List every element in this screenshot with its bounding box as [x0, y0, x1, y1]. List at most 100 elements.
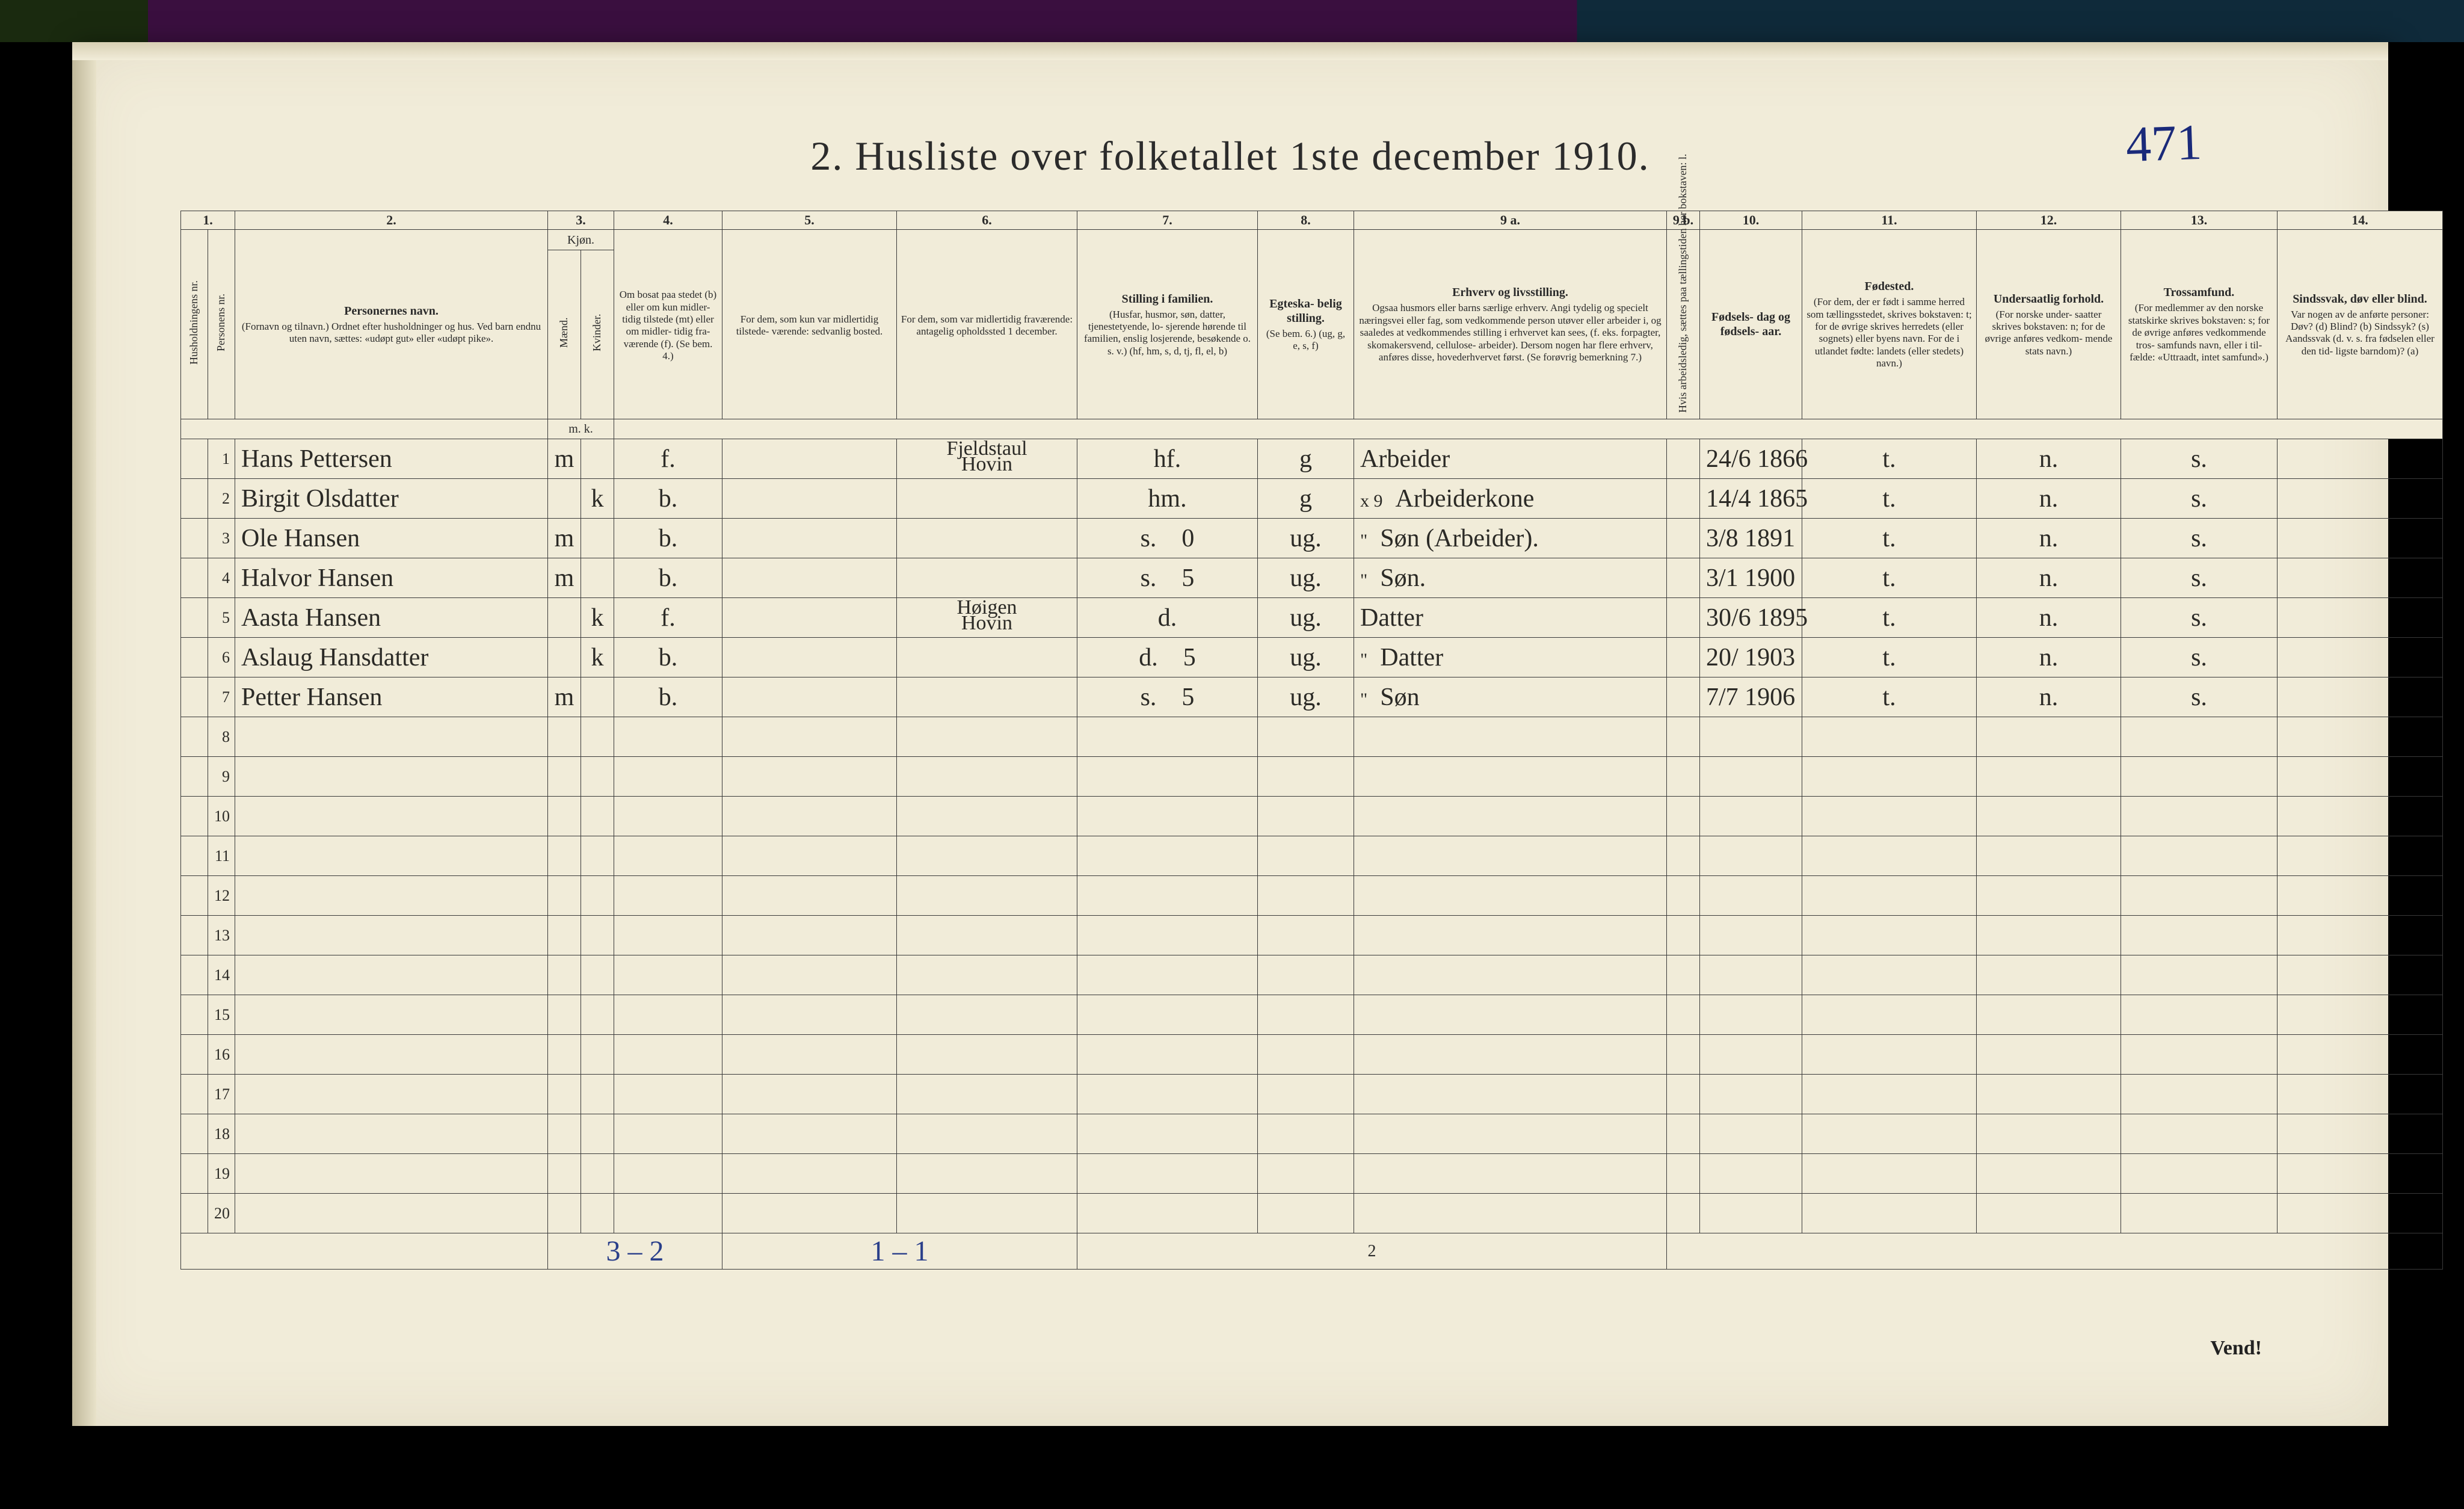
- cell-fodselsdato: 3/8 1891: [1700, 519, 1802, 558]
- page-left-shadow: [72, 42, 96, 1426]
- cell-fodested: t.: [1802, 638, 1977, 677]
- cell-empty: [1977, 717, 2121, 757]
- table-row: 9: [181, 757, 2443, 797]
- hdr-undersaatlig: Undersaatlig forhold. (For norske under-…: [1977, 230, 2121, 419]
- cell-mt-bosted: [722, 439, 897, 479]
- cell-person-nr: 3: [208, 519, 235, 558]
- cell-person-nr: 14: [208, 955, 235, 995]
- census-table: 1. 2. 3. 4. 5. 6. 7. 8. 9 a. 9 b. 10. 11…: [180, 211, 2443, 1270]
- cell-empty: [548, 1075, 581, 1114]
- cell-empty: [1077, 876, 1258, 916]
- col-num-1: 1.: [181, 211, 235, 230]
- cell-sex-m: m: [548, 677, 581, 717]
- cell-frav-sted: [897, 677, 1077, 717]
- cell-empty: [2278, 876, 2443, 916]
- cell-person-nr: 17: [208, 1075, 235, 1114]
- cell-stilling-fam: d.: [1077, 598, 1258, 638]
- cell-hh-nr: [181, 558, 208, 598]
- cell-sindssvak: [2278, 519, 2443, 558]
- cell-empty: [1700, 876, 1802, 916]
- cell-empty: [897, 757, 1077, 797]
- cell-empty: [1977, 916, 2121, 955]
- cell-fodselsdato: 7/7 1906: [1700, 677, 1802, 717]
- table-row: 20: [181, 1194, 2443, 1233]
- cell-empty: [1977, 1075, 2121, 1114]
- cell-undersaatlig: n.: [1977, 677, 2121, 717]
- hdr-person-nr: Personens nr.: [208, 230, 235, 419]
- cell-empty: [1354, 1075, 1667, 1114]
- cell-trossamfund: s.: [2121, 558, 2278, 598]
- cell-empty: [1802, 1114, 1977, 1154]
- hdr-erhverv: Erhverv og livsstilling. Ogsaa husmors e…: [1354, 230, 1667, 419]
- cell-empty: [2278, 1154, 2443, 1194]
- cell-hh-nr: [181, 677, 208, 717]
- cell-undersaatlig: n.: [1977, 519, 2121, 558]
- cell-erhverv: " Søn (Arbeider).: [1354, 519, 1667, 558]
- cell-empty: [1977, 797, 2121, 836]
- header-mk-row: m. k.: [181, 419, 2443, 439]
- cell-empty: [1258, 1194, 1354, 1233]
- cell-empty: [1977, 955, 2121, 995]
- cell-empty: [614, 757, 722, 797]
- cell-empty: [1258, 1114, 1354, 1154]
- cell-empty: [897, 836, 1077, 876]
- cell-hh-nr: [181, 757, 208, 797]
- cell-sindssvak: [2278, 598, 2443, 638]
- cell-empty: [1977, 1035, 2121, 1075]
- cell-empty: [897, 1075, 1077, 1114]
- cell-name: Aasta Hansen: [235, 598, 548, 638]
- cell-empty: [2278, 955, 2443, 995]
- table-row: 5Aasta Hansenkf.HøigenHovind.ug.Datter30…: [181, 598, 2443, 638]
- cell-arbeidsledig: [1667, 638, 1700, 677]
- cell-empty: [1802, 1194, 1977, 1233]
- col-num-11: 11.: [1802, 211, 1977, 230]
- cell-empty: [1977, 1154, 2121, 1194]
- table-row: 17: [181, 1075, 2443, 1114]
- table-footer: 3 – 2 1 – 1 2: [181, 1233, 2443, 1270]
- cell-empty: [2278, 836, 2443, 876]
- cell-empty: [1354, 797, 1667, 836]
- cell-empty: [1977, 836, 2121, 876]
- cell-empty: [2278, 916, 2443, 955]
- cell-sex-k: k: [581, 638, 614, 677]
- cell-hh-nr: [181, 916, 208, 955]
- cell-empty: [1258, 995, 1354, 1035]
- cell-empty: [1802, 1154, 1977, 1194]
- cell-egteskab: ug.: [1258, 558, 1354, 598]
- cell-empty: [1077, 1154, 1258, 1194]
- cell-empty: [1354, 717, 1667, 757]
- cell-hh-nr: [181, 995, 208, 1035]
- page-top-shadow: [72, 42, 2388, 60]
- cell-empty: [581, 995, 614, 1035]
- cell-egteskab: ug.: [1258, 677, 1354, 717]
- cell-empty: [1077, 1194, 1258, 1233]
- vend-label: Vend!: [2210, 1337, 2262, 1360]
- cell-empty: [722, 995, 897, 1035]
- cell-empty: [1700, 1154, 1802, 1194]
- cell-person-nr: 8: [208, 717, 235, 757]
- cell-empty: [2121, 995, 2278, 1035]
- cell-empty: [1700, 1035, 1802, 1075]
- cell-empty: [2278, 1194, 2443, 1233]
- hdr-mk: m. k.: [548, 419, 614, 439]
- document-page: 471 2. Husliste over folketallet 1ste de…: [72, 42, 2388, 1426]
- cell-empty: [2278, 1114, 2443, 1154]
- census-table-wrap: 1. 2. 3. 4. 5. 6. 7. 8. 9 a. 9 b. 10. 11…: [180, 211, 2442, 1270]
- cell-person-nr: 20: [208, 1194, 235, 1233]
- cell-hh-nr: [181, 717, 208, 757]
- cell-undersaatlig: n.: [1977, 598, 2121, 638]
- cell-sex-m: [548, 638, 581, 677]
- cell-erhverv: " Datter: [1354, 638, 1667, 677]
- cell-empty: [548, 797, 581, 836]
- cell-erhverv: x 9 Arbeiderkone: [1354, 479, 1667, 519]
- cell-arbeidsledig: [1667, 439, 1700, 479]
- cell-person-nr: 2: [208, 479, 235, 519]
- col-num-8: 8.: [1258, 211, 1354, 230]
- cell-empty: [1354, 836, 1667, 876]
- cell-empty: [1977, 757, 2121, 797]
- table-row: 16: [181, 1035, 2443, 1075]
- page-title: 2. Husliste over folketallet 1ste decemb…: [72, 132, 2388, 180]
- cell-empty: [548, 1194, 581, 1233]
- col-num-10: 10.: [1700, 211, 1802, 230]
- cell-empty: [548, 1154, 581, 1194]
